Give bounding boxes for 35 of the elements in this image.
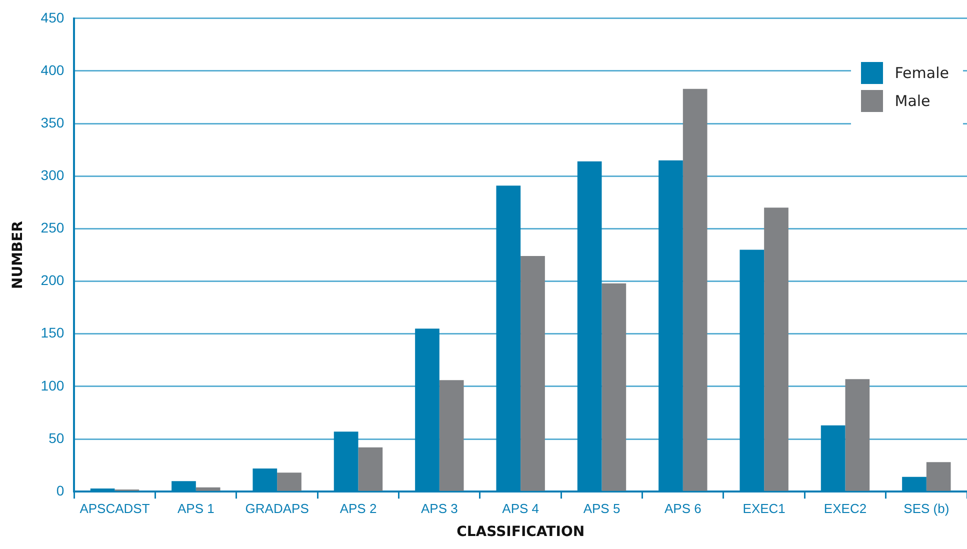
x-tick-label: APS 5	[583, 500, 620, 516]
legend-label: Male	[894, 92, 930, 110]
y-tick-label: 400	[40, 62, 64, 78]
legend-label: Female	[894, 64, 949, 82]
x-tick-label: GRADAPS	[245, 500, 310, 516]
y-tick-label: 450	[40, 9, 64, 26]
y-tick-label: 200	[40, 272, 64, 288]
bar	[602, 283, 626, 491]
bar	[682, 88, 708, 491]
x-tick-label: EXEC1	[742, 500, 786, 516]
y-tick-label: 300	[40, 166, 64, 183]
x-tick-label: APS 1	[177, 500, 214, 516]
y-tick-label: 350	[40, 114, 64, 130]
x-axis-title: CLASSIFICATION	[456, 524, 585, 540]
y-tick-label: 100	[40, 377, 64, 394]
bar	[845, 379, 870, 491]
x-tick-label: APS 3	[420, 500, 458, 516]
bar	[764, 208, 788, 491]
x-tick-label: APSCADST	[80, 500, 150, 516]
x-tick-label: APS 6	[664, 500, 702, 516]
x-tick-label: APS 4	[502, 500, 540, 516]
y-tick-label: 250	[40, 220, 64, 236]
y-tick-label: 150	[40, 324, 64, 341]
bar	[277, 472, 302, 491]
bar	[358, 447, 383, 491]
bar	[439, 380, 464, 491]
y-tick-label: 0	[56, 482, 64, 498]
x-tick-label: EXEC2	[824, 500, 867, 516]
y-tick-label: 50	[48, 430, 64, 446]
bar	[520, 256, 545, 491]
x-tick-label: SES (b)	[904, 500, 950, 516]
bar	[196, 487, 220, 491]
x-tick-label: APS 2	[340, 500, 377, 516]
bar	[926, 462, 951, 491]
y-axis-title: NUMBER	[10, 220, 26, 290]
